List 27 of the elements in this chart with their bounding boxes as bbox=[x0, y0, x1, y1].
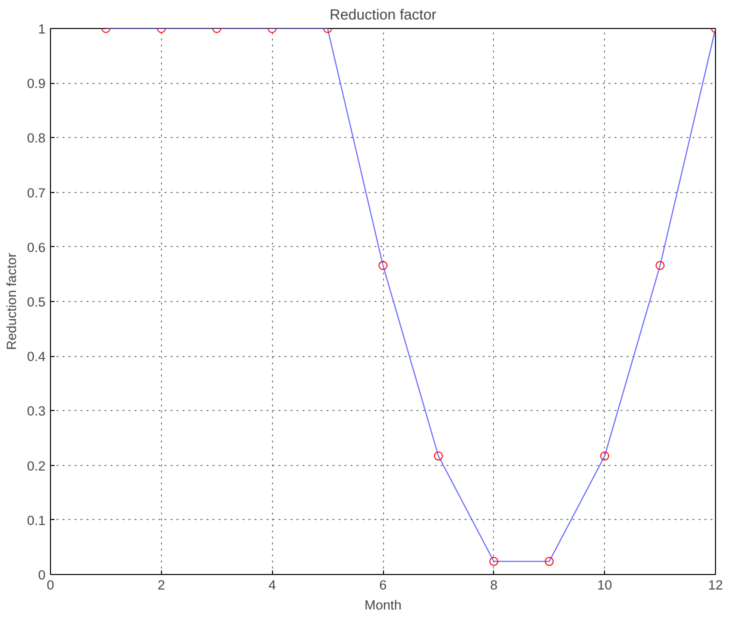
x-axis-title: Month bbox=[364, 598, 402, 612]
x-tick-label: 4 bbox=[268, 578, 276, 592]
point bbox=[600, 452, 610, 461]
y-tick-label: 0 bbox=[38, 568, 46, 582]
y-tick-label: 1 bbox=[38, 22, 46, 36]
y-tick-label: 0.4 bbox=[26, 349, 46, 364]
y-axis-title: Reduction factor bbox=[4, 252, 19, 350]
y-tick-label: 0.7 bbox=[26, 185, 46, 200]
y-tick-label: 0.6 bbox=[26, 240, 46, 255]
x-tick-label: 6 bbox=[379, 578, 387, 592]
point bbox=[489, 556, 498, 566]
chart-title: Reduction factor bbox=[330, 8, 436, 24]
point bbox=[434, 452, 443, 461]
y-tick-label: 0.5 bbox=[26, 294, 46, 310]
x-tick-label: 2 bbox=[158, 578, 166, 592]
line-series bbox=[105, 28, 716, 562]
y-tick-label: 0.1 bbox=[26, 512, 46, 528]
x-tick-label: 10 bbox=[597, 578, 612, 592]
point bbox=[378, 260, 388, 270]
y-tick-label: 0.8 bbox=[26, 130, 46, 146]
point bbox=[656, 260, 665, 270]
y-tick-label: 0.3 bbox=[26, 404, 46, 419]
y-tick-label: 0.9 bbox=[26, 76, 46, 92]
point bbox=[544, 556, 554, 566]
x-tick-label: 8 bbox=[490, 578, 498, 592]
y-tick-label: 0.2 bbox=[26, 458, 46, 474]
x-tick-label: 12 bbox=[708, 578, 723, 592]
